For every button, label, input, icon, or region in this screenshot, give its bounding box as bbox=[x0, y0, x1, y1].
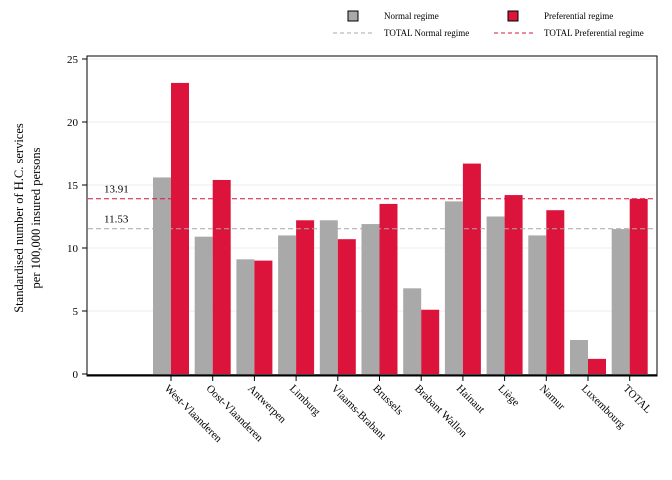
y-tick-label: 20 bbox=[67, 117, 79, 129]
bar-normal-9 bbox=[528, 235, 547, 374]
bars bbox=[153, 82, 648, 374]
x-tick-label: Antwerpen bbox=[245, 383, 288, 426]
bar-preferential-4 bbox=[337, 239, 356, 374]
bar-normal-3 bbox=[278, 235, 297, 374]
bar-normal-6 bbox=[403, 288, 422, 374]
bar-preferential-3 bbox=[296, 220, 315, 374]
x-tick-label: TOTAL bbox=[621, 383, 654, 416]
reference-label-1: 13.91 bbox=[104, 184, 129, 196]
bar-normal-1 bbox=[194, 236, 213, 374]
bar-preferential-9 bbox=[546, 210, 565, 374]
legend-label-total-normal: TOTAL Normal regime bbox=[384, 28, 469, 38]
x-tick-label: Limburg bbox=[287, 383, 323, 419]
legend-swatch-normal bbox=[347, 10, 359, 22]
reference-label-0: 11.53 bbox=[104, 214, 129, 226]
bar-normal-0 bbox=[153, 177, 171, 374]
plot-frame bbox=[86, 55, 658, 377]
x-tick-label: Hainaut bbox=[454, 383, 487, 416]
y-axis-label-line-1: Standardised number of H.C. services bbox=[12, 123, 26, 313]
bar-preferential-10 bbox=[588, 358, 606, 374]
bar-preferential-6 bbox=[421, 309, 440, 374]
bar-normal-5 bbox=[361, 224, 380, 374]
bar-preferential-2 bbox=[254, 260, 273, 374]
bar-normal-8 bbox=[486, 216, 505, 374]
bar-preferential-11 bbox=[629, 198, 648, 374]
bar-normal-11 bbox=[611, 229, 630, 374]
bar-normal-2 bbox=[236, 259, 255, 374]
x-tick-label: Liège bbox=[495, 383, 521, 409]
bar-preferential-5 bbox=[379, 203, 398, 374]
bar-preferential-7 bbox=[462, 163, 481, 374]
y-tick-label: 10 bbox=[67, 243, 79, 255]
legend: Normal regime Preferential regime TOTAL … bbox=[333, 10, 644, 38]
x-tick-label: Brussels bbox=[370, 383, 405, 418]
legend-label-total-preferential: TOTAL Preferential regime bbox=[544, 28, 644, 38]
x-tick-label: Namur bbox=[537, 383, 567, 413]
y-tick-label: 0 bbox=[73, 369, 79, 381]
legend-label-normal: Normal regime bbox=[384, 11, 439, 21]
bar-normal-10 bbox=[570, 339, 588, 374]
bar-preferential-1 bbox=[212, 179, 231, 374]
legend-label-preferential: Preferential regime bbox=[544, 11, 613, 21]
reference-lines: 11.53 13.91 bbox=[88, 184, 656, 230]
bar-normal-4 bbox=[319, 220, 338, 374]
legend-swatch-preferential bbox=[507, 10, 519, 22]
y-tick-label: 5 bbox=[73, 306, 79, 318]
bar-preferential-8 bbox=[504, 195, 523, 374]
y-axis: 0 5 10 15 20 25 bbox=[67, 54, 87, 381]
y-tick-label: 25 bbox=[67, 54, 79, 66]
bar-normal-7 bbox=[444, 201, 463, 374]
x-axis: West-VlaanderenOost-VlaanderenAntwerpenL… bbox=[162, 376, 654, 445]
y-tick-label: 15 bbox=[67, 180, 79, 192]
y-axis-label-line-2: per 100,000 insured persons bbox=[29, 147, 43, 288]
